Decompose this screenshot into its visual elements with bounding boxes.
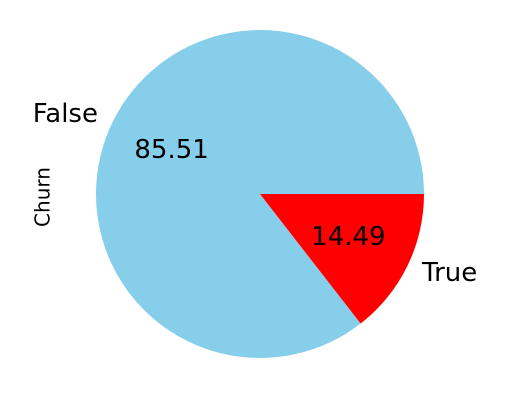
pie-labels: False 85.51 True 14.49 xyxy=(33,99,478,288)
slice-percent-false: 85.51 xyxy=(134,135,208,165)
pie-slices xyxy=(95,29,424,358)
pie-slice-true xyxy=(260,194,424,324)
slice-label-false: False xyxy=(33,99,98,129)
slice-percent-true: 14.49 xyxy=(311,222,385,252)
slice-label-true: True xyxy=(421,258,477,288)
y-axis-label: Churn xyxy=(31,167,55,227)
